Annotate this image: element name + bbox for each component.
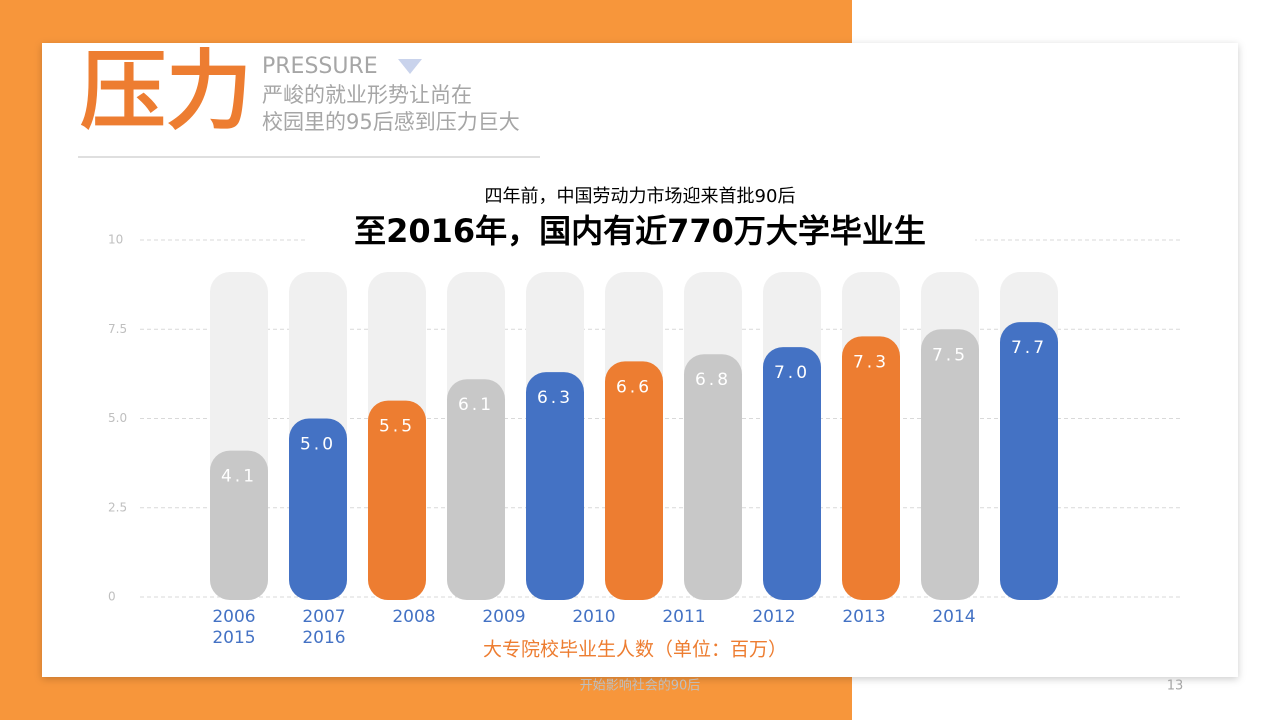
x-axis-label: 大专院校毕业生人数（单位：百万）	[483, 639, 787, 661]
value-label: 6.1	[458, 395, 494, 415]
x-tick-label: 2013	[842, 607, 885, 627]
value-label: 7.5	[932, 345, 968, 365]
triangle-icon	[398, 59, 422, 74]
x-tick-label: 2014	[932, 607, 975, 627]
x-tick-label: 2016	[302, 628, 345, 648]
x-tick-label: 2015	[212, 628, 255, 648]
title-backdrop	[305, 212, 975, 254]
y-tick-label: 2.5	[108, 500, 127, 514]
value-label: 6.6	[616, 377, 652, 397]
x-tick-label: 2007	[302, 607, 345, 627]
bar	[289, 418, 347, 600]
y-tick-label: 5.0	[108, 411, 127, 425]
value-label: 7.7	[1011, 338, 1047, 358]
bar	[210, 450, 268, 600]
value-label: 6.3	[537, 388, 573, 408]
bar	[684, 354, 742, 600]
y-tick-label: 10	[108, 233, 123, 247]
footer-text: 开始影响社会的90后	[580, 678, 701, 694]
chart-title: 至2016年，国内有近770万大学毕业生	[354, 212, 926, 250]
page-number: 13	[1167, 679, 1184, 694]
x-tick-label: 2011	[662, 607, 705, 627]
x-tick-label: 2006	[212, 607, 255, 627]
value-label: 5.5	[379, 417, 415, 437]
value-label: 4.1	[221, 467, 257, 487]
value-label: 7.0	[774, 363, 810, 383]
header-line: 校园里的95后感到压力巨大	[262, 110, 520, 134]
y-tick-label: 0	[108, 590, 116, 604]
header-line: 严峻的就业形势让尚在	[262, 83, 472, 107]
bar	[842, 336, 900, 600]
chart-subtitle: 四年前，中国劳动力市场迎来首批90后	[485, 186, 796, 207]
value-label: 5.0	[300, 435, 336, 455]
header-title: 压力	[80, 41, 252, 141]
x-tick-label: 2009	[482, 607, 525, 627]
bar	[921, 329, 979, 600]
x-tick-label: 2010	[572, 607, 615, 627]
bar	[1000, 322, 1058, 600]
bar	[605, 361, 663, 600]
bar	[368, 400, 426, 600]
value-label: 7.3	[853, 352, 889, 372]
x-tick-label: 2012	[752, 607, 795, 627]
bar	[526, 372, 584, 600]
x-tick-label: 2008	[392, 607, 435, 627]
y-tick-label: 7.5	[108, 322, 127, 336]
value-label: 6.8	[695, 370, 731, 390]
header-tag: PRESSURE	[262, 54, 378, 79]
chart: 0 2.5 5.0 7.5 10 四年前，中国劳动力市场迎来首批90后至2016年，国内有…	[108, 186, 1180, 661]
bar	[447, 379, 505, 600]
bar	[763, 347, 821, 600]
